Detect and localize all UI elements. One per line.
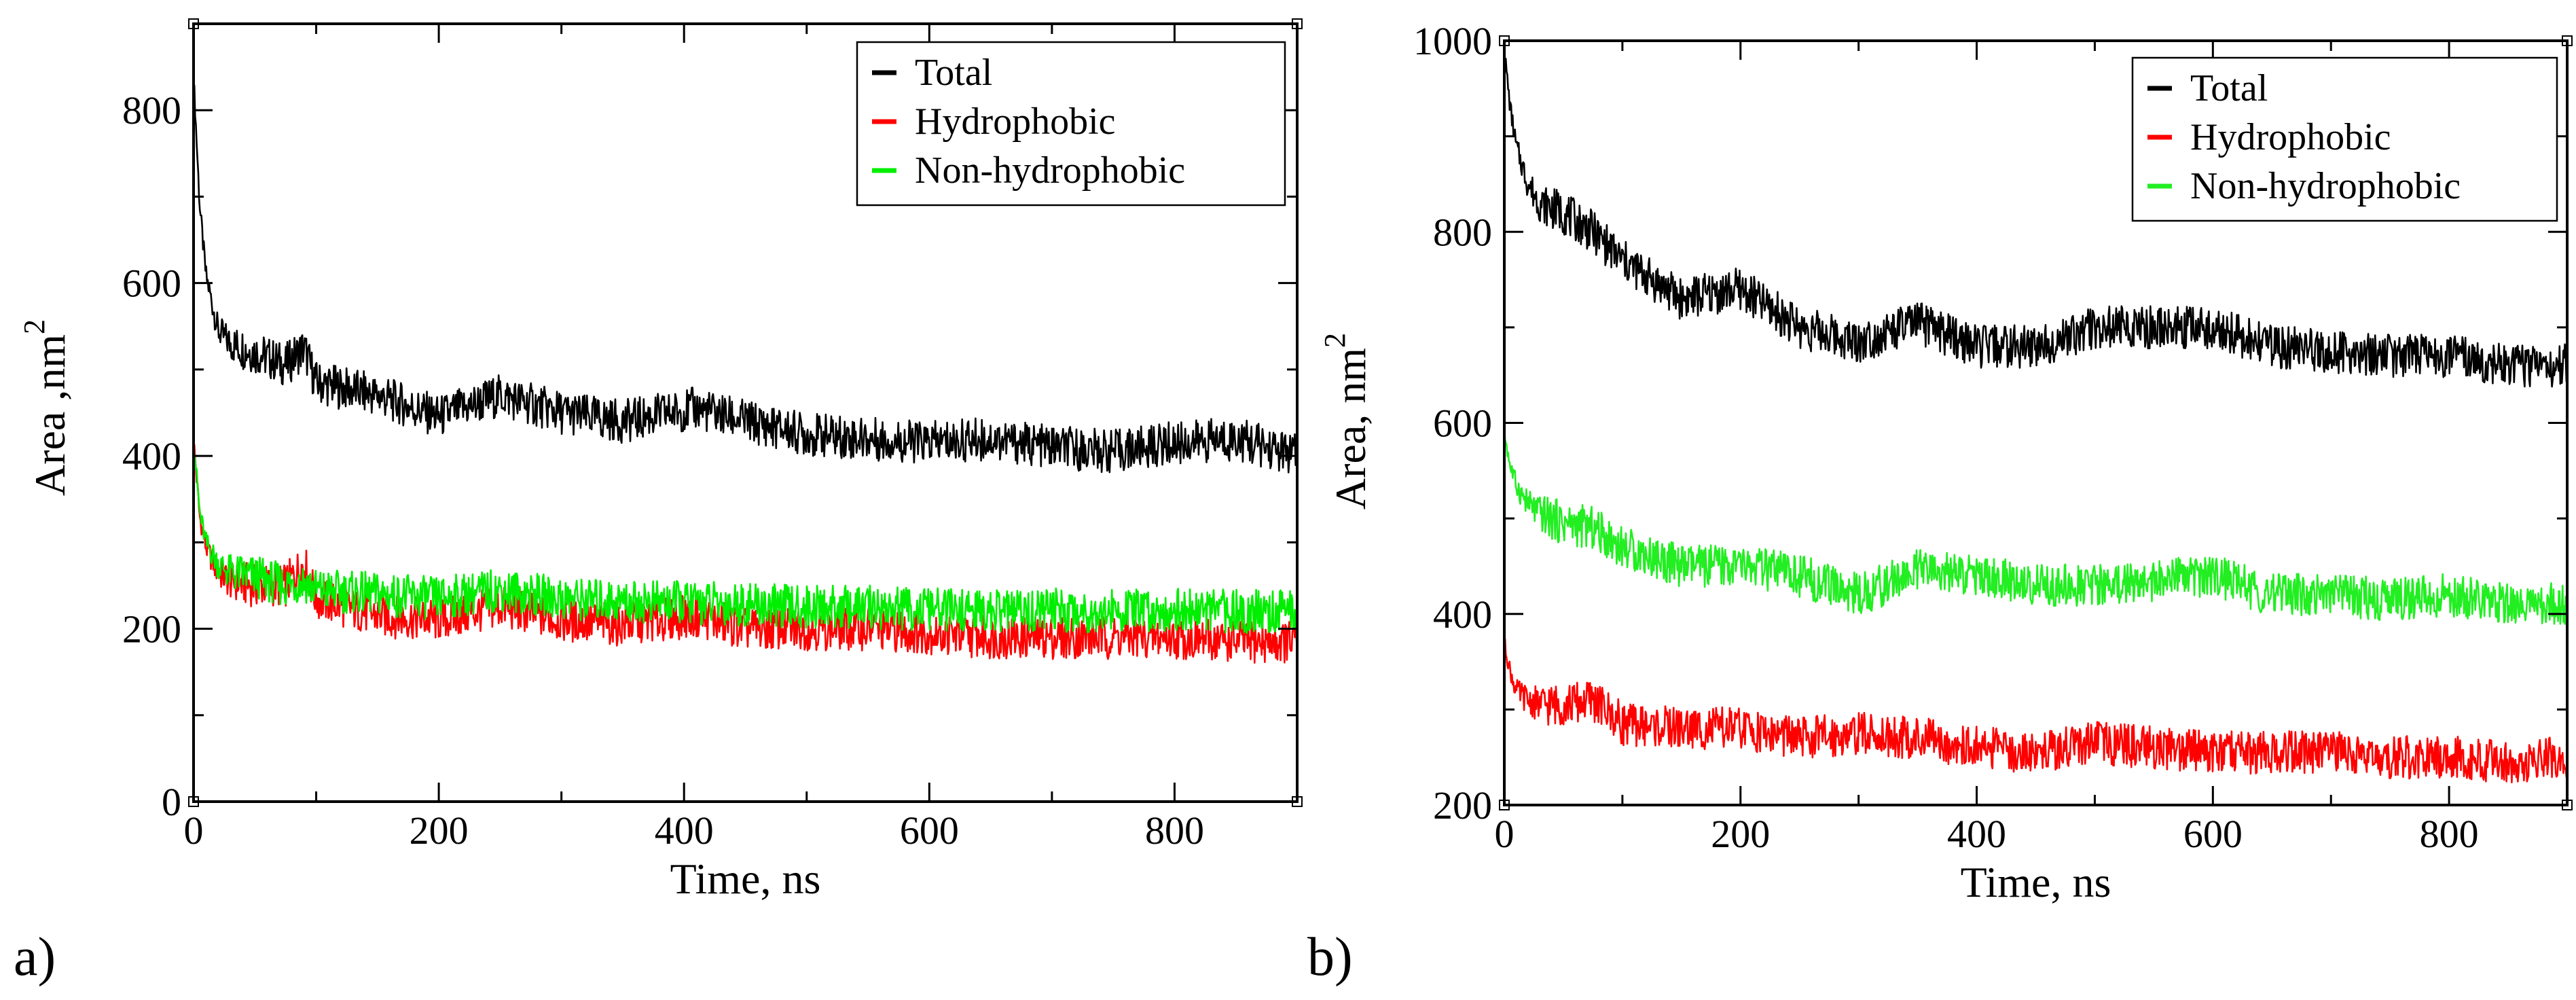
y-tick-label: 600 <box>122 262 181 306</box>
legend-entry: Total <box>2190 67 2268 109</box>
series-line-hydrophobic <box>194 443 1297 664</box>
y-axis-label: Area ,nm2 <box>18 319 74 496</box>
panel-label-b: b) <box>1307 927 1353 987</box>
y-axis-label-superscript: 2 <box>18 319 51 334</box>
x-tick-label: 600 <box>900 808 959 853</box>
y-tick-label: 800 <box>122 88 181 132</box>
y-tick-label: 200 <box>1433 783 1492 827</box>
y-tick-label: 600 <box>1433 401 1492 446</box>
x-tick-label: 0 <box>184 808 204 853</box>
series-line-non-hydrophobic <box>194 446 1297 635</box>
y-axis-label: Area, nm2 <box>1318 333 1375 510</box>
x-axis-label: Time, ns <box>1961 858 2111 906</box>
x-tick-label: 400 <box>1947 812 2006 856</box>
y-tick-label: 200 <box>122 607 181 651</box>
x-tick-label: 0 <box>1495 812 1514 856</box>
x-tick-label: 600 <box>2183 812 2243 856</box>
chart-panel-a: 0 200 400 600 800 0 200 400 600 800 Time, ns Area ,… <box>18 18 1303 903</box>
panel-label-a: a) <box>14 927 56 987</box>
y-tick-label: 0 <box>162 780 181 824</box>
y-tick-label: 400 <box>122 434 181 478</box>
series-line-total <box>194 83 1297 474</box>
legend-box <box>856 41 1286 207</box>
x-tick-label: 200 <box>410 808 469 853</box>
series-line-hydrophobic <box>1504 638 2567 783</box>
legend-entry: Hydrophobic <box>2190 116 2391 158</box>
legend-entry: Total <box>915 52 992 94</box>
plot-frame <box>192 22 1299 803</box>
x-axis-label: Time, ns <box>670 855 821 903</box>
series-line-non-hydrophobic <box>1504 426 2567 626</box>
legend-entry: Non-hydrophobic <box>2190 165 2461 207</box>
x-tick-label: 400 <box>655 808 714 853</box>
x-tick-label: 800 <box>1145 808 1204 853</box>
series-line-total <box>1504 56 2567 388</box>
y-tick-label: 800 <box>1433 210 1492 254</box>
y-tick-label: 400 <box>1433 592 1492 637</box>
x-tick-label: 200 <box>1711 812 1770 856</box>
legend-entry: Hydrophobic <box>915 101 1116 143</box>
y-tick-label: 1000 <box>1413 19 1492 63</box>
legend-box <box>2131 56 2558 222</box>
x-tick-label: 800 <box>2420 812 2479 856</box>
y-axis-label-superscript: 2 <box>1318 333 1352 348</box>
legend-entry: Non-hydrophobic <box>915 149 1185 192</box>
